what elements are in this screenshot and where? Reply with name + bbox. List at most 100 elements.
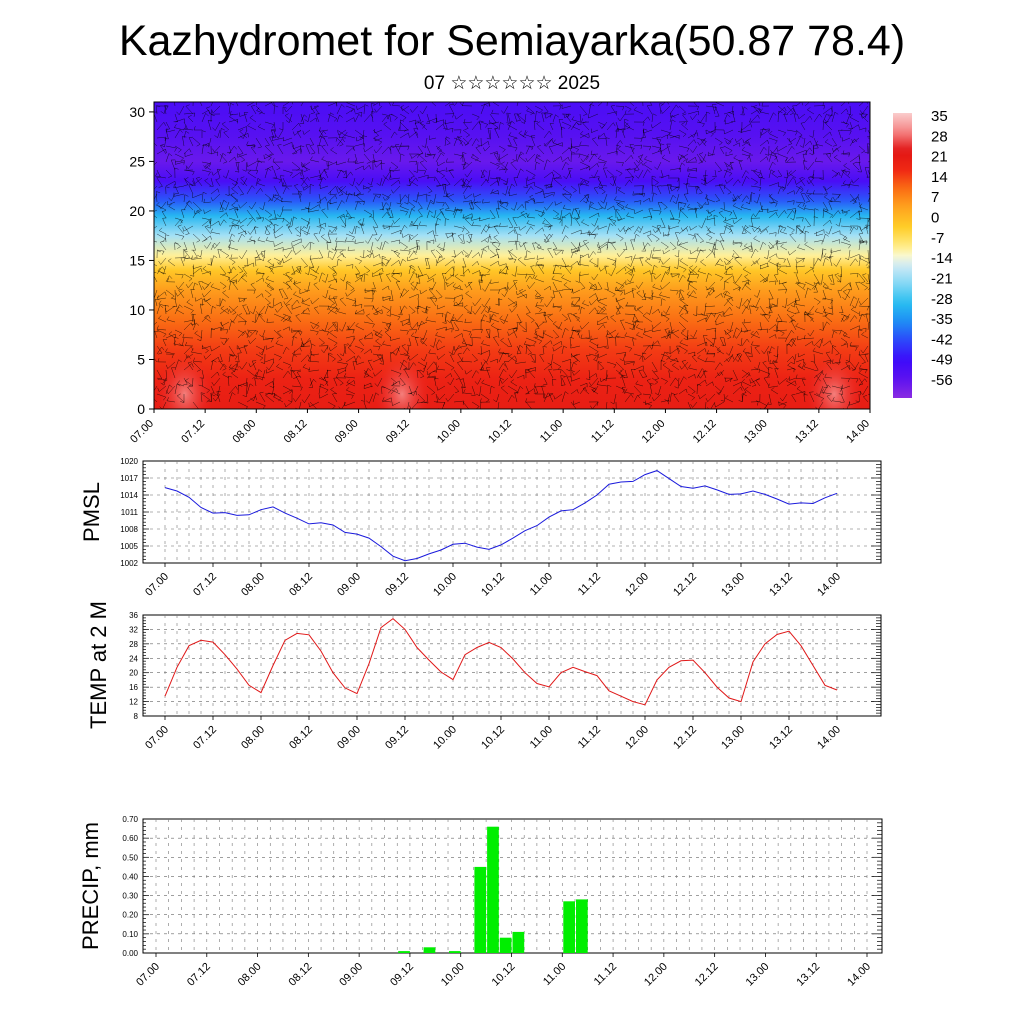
precip-y-axis: 0.00 0.10 0.20 0.30 0.40 0.50 0.60 0.70 bbox=[122, 815, 138, 958]
temperature-x-tick-label: 11.00 bbox=[528, 724, 555, 751]
precip-bar-11.00 bbox=[563, 901, 575, 953]
cross-x-tick-label-8: 11.00 bbox=[538, 418, 565, 445]
pressure-y-tick-label: 1008 bbox=[120, 525, 138, 534]
warm-spot-1 bbox=[804, 352, 865, 409]
pressure-x-tick-label: 07.12 bbox=[191, 571, 219, 599]
temperature-y-tick-label: 20 bbox=[129, 669, 138, 678]
precip-x-tick-label: 12.12 bbox=[693, 961, 721, 989]
colorbar-scale bbox=[893, 113, 912, 398]
cross-x-tick-label-10: 12.00 bbox=[640, 418, 668, 446]
precip-y-tick-label: 0.60 bbox=[122, 834, 138, 843]
cross-y-tick-label-25: 25 bbox=[129, 153, 145, 169]
pressure-x-tick-label: 08.12 bbox=[287, 571, 315, 599]
precip-x-axis: 07.00 07.12 08.00 08.12 09.00 09.12 10.00 10.12… bbox=[134, 953, 873, 989]
pressure-x-tick-label: 13.12 bbox=[767, 571, 795, 599]
colorbar-label-5: 0 bbox=[931, 210, 939, 227]
precip-bar-09.15 bbox=[423, 947, 436, 953]
temperature-x-tick-label: 08.00 bbox=[239, 724, 267, 752]
precip-panel: 0.000.100.200.300.400.500.600.70 07.00 07… bbox=[78, 815, 883, 989]
cross-x-tick-label-6: 10.00 bbox=[435, 418, 463, 446]
pressure-x-tick-label: 10.12 bbox=[479, 571, 507, 599]
pressure-y-tick-label: 1002 bbox=[120, 559, 138, 568]
cross-x-tick-label-5: 09.12 bbox=[384, 418, 412, 446]
temperature-line bbox=[164, 617, 838, 706]
temperature-x-tick-label: 14.00 bbox=[815, 724, 843, 752]
temperature-y-tick-label: 24 bbox=[129, 654, 138, 663]
pressure-x-tick-label: 12.00 bbox=[623, 571, 651, 599]
precip-x-tick-label: 07.00 bbox=[134, 961, 162, 989]
cross-x-tick-label-11: 12.12 bbox=[691, 418, 719, 446]
colorbar-label-7: -14 bbox=[931, 250, 953, 267]
colorbar-label-11: -42 bbox=[931, 331, 953, 348]
precip-bar-10.09 bbox=[499, 937, 512, 953]
precip-x-tick-label: 10.12 bbox=[490, 961, 518, 989]
precip-bar-11.03 bbox=[576, 899, 588, 953]
warm-spots bbox=[154, 352, 865, 409]
pressure-y-tick-label: 1017 bbox=[120, 474, 138, 483]
precip-x-tick-label: 13.12 bbox=[794, 961, 822, 989]
temperature-y-tick-label: 32 bbox=[129, 625, 138, 634]
cross-y-tick-label-15: 15 bbox=[129, 252, 145, 268]
temperature-field bbox=[154, 102, 870, 409]
temperature-grid bbox=[143, 614, 881, 717]
pressure-x-tick-label: 10.00 bbox=[431, 571, 459, 599]
cross-x-tick-label-12: 13.00 bbox=[742, 418, 770, 446]
pressure-x-tick-label: 07.00 bbox=[143, 571, 171, 599]
pressure-x-tick-label: 13.00 bbox=[719, 571, 747, 599]
temperature-x-tick-label: 07.12 bbox=[191, 724, 219, 752]
cross-y-tick-label-20: 20 bbox=[129, 203, 145, 219]
pressure-y-axis: 1002 1005 1008 1011 1014 1017 1020 bbox=[120, 457, 138, 568]
pressure-x-tick-label: 11.12 bbox=[576, 571, 603, 598]
temperature-panel: 8 12 16 20 24 28 32 36 07.00 07.12 08.00 08.12 09.0… bbox=[86, 601, 882, 752]
precip-axis-label: PRECIP, mm bbox=[78, 822, 103, 950]
pressure-line bbox=[164, 470, 838, 562]
colorbar-label-1: 28 bbox=[931, 128, 948, 145]
cross-section-x-axis: 07.00 07.12 08.00 08.12 09.00 09.12 10.00 10.12… bbox=[128, 409, 872, 446]
warm-spot-2 bbox=[154, 352, 215, 409]
precip-x-tick-label: 11.00 bbox=[541, 961, 568, 988]
precip-x-tick-label: 08.12 bbox=[287, 961, 315, 989]
cross-x-tick-label-13: 13.12 bbox=[793, 418, 821, 446]
pressure-frame bbox=[142, 460, 882, 564]
colorbar-label-4: 7 bbox=[931, 189, 939, 206]
cross-x-tick-label-14: 14.00 bbox=[844, 418, 872, 446]
temperature-x-tick-label: 11.12 bbox=[576, 724, 603, 751]
colorbar-label-12: -49 bbox=[931, 352, 953, 369]
precip-x-tick-label: 12.00 bbox=[642, 961, 670, 989]
colorbar-label-6: -7 bbox=[931, 230, 944, 247]
temperature-x-tick-label: 13.00 bbox=[719, 724, 747, 752]
colorbar: 35 28 21 14 7 0 -7 -14 -21 -28 -35 -42 -49 -56 bbox=[893, 108, 953, 398]
temperature-axis-label: TEMP at 2 M bbox=[86, 601, 111, 729]
temperature-y-tick-label: 28 bbox=[129, 640, 138, 649]
precip-y-tick-label: 0.30 bbox=[122, 892, 138, 901]
pressure-x-tick-label: 09.00 bbox=[335, 571, 363, 599]
pressure-x-tick-label: 08.00 bbox=[239, 571, 267, 599]
cross-x-tick-label-3: 08.12 bbox=[282, 418, 310, 446]
temperature-x-tick-label: 09.12 bbox=[383, 724, 411, 752]
colorbar-label-8: -21 bbox=[931, 270, 953, 287]
temperature-x-tick-label: 08.12 bbox=[287, 724, 315, 752]
cross-x-tick-label-9: 11.12 bbox=[589, 418, 616, 445]
precip-y-tick-label: 0.40 bbox=[122, 872, 138, 881]
precip-bars bbox=[398, 826, 588, 953]
cross-y-tick-label-30: 30 bbox=[129, 104, 145, 120]
pressure-y-tick-label: 1011 bbox=[121, 508, 139, 517]
cross-section-y-axis: 0 5 10 15 20 25 30 bbox=[129, 104, 154, 417]
temperature-x-tick-label: 10.00 bbox=[431, 724, 459, 752]
temperature-x-tick-label: 12.12 bbox=[671, 724, 699, 752]
chart-title: Kazhydromet for Semiayarka(50.87 78.4) bbox=[118, 17, 906, 65]
precip-bar-10.03 bbox=[474, 866, 487, 953]
precip-x-tick-label: 09.00 bbox=[337, 961, 365, 989]
pressure-grid bbox=[143, 460, 881, 564]
pressure-y-tick-label: 1014 bbox=[120, 491, 138, 500]
temperature-x-tick-label: 10.12 bbox=[479, 724, 507, 752]
cross-x-tick-label-7: 10.12 bbox=[486, 418, 514, 446]
cross-x-tick-label-1: 07.12 bbox=[179, 418, 207, 446]
temperature-x-tick-label: 09.00 bbox=[335, 724, 363, 752]
wind-barb-field bbox=[154, 102, 870, 409]
precip-bar-09.21 bbox=[449, 951, 461, 953]
pressure-x-axis: 07.00 07.12 08.00 08.12 09.00 09.12 10.00 10.12… bbox=[143, 563, 843, 599]
colorbar-label-13: -56 bbox=[931, 372, 953, 389]
temperature-y-tick-label: 16 bbox=[129, 683, 138, 692]
